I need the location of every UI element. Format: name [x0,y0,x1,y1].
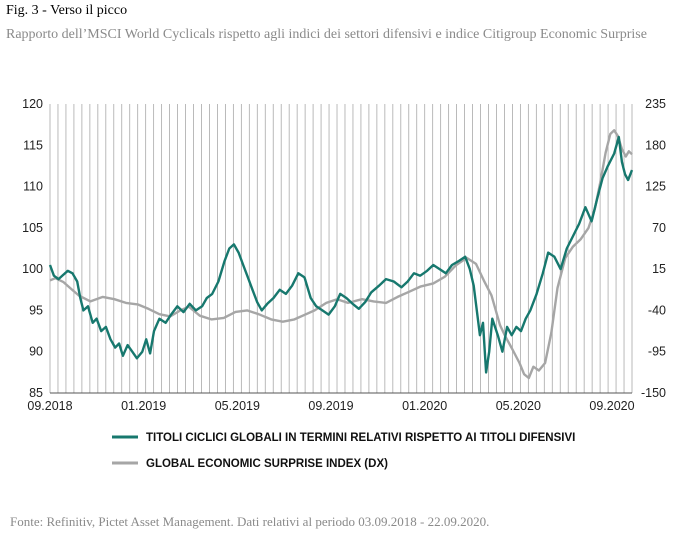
series-line-cyclicals [48,135,634,374]
y-right-tick-label: 15 [652,262,666,276]
y-right-tick-label: -95 [648,345,666,359]
y-left-tick-label: 95 [29,303,43,317]
series-line-surprise-index [49,129,633,380]
y-right-tick-label: -40 [648,303,666,317]
source-note: Fonte: Refinitiv, Pictet Asset Managemen… [10,514,490,529]
x-tick-label: 01.2020 [402,399,447,413]
x-tick-label: 09.2019 [308,399,353,413]
y-right-tick-label: 125 [645,180,666,194]
y-right-tick-label: 70 [652,221,666,235]
y-left-tick-label: 120 [22,97,43,111]
y-right-tick-label: 180 [645,138,666,152]
legend: TITOLI CICLICI GLOBALI IN TERMINI RELATI… [112,432,575,470]
line-chart: 09.2018 01.2019 05.2019 09.2019 01.2020 05.20… [22,97,666,470]
x-tick-label: 05.2020 [496,399,541,413]
figure-subtitle: Rapporto dell’MSCI World Cyclicals rispe… [6,27,647,42]
y-left-tick-label: 100 [22,262,43,276]
tick-labels: 09.2018 01.2019 05.2019 09.2019 01.2020 05.20… [22,97,666,413]
x-tick-label: 09.2018 [27,399,72,413]
x-tick-label: 09.2020 [589,399,634,413]
y-left-tick-label: 105 [22,221,43,235]
legend-label: GLOBAL ECONOMIC SURPRISE INDEX (DX) [146,458,388,470]
y-left-tick-label: 85 [29,386,43,400]
y-left-tick-label: 115 [23,138,43,152]
series-lines [48,129,634,380]
y-right-tick-label: 235 [645,97,666,111]
gridlines [49,104,633,394]
figure-title: Fig. 3 - Verso il picco [6,3,128,18]
y-left-tick-label: 110 [23,180,43,194]
y-right-tick-label: -150 [641,386,666,400]
y-left-tick-label: 90 [29,345,43,359]
x-tick-label: 05.2019 [215,399,260,413]
x-tick-label: 01.2019 [121,399,166,413]
legend-label: TITOLI CICLICI GLOBALI IN TERMINI RELATI… [146,432,575,444]
